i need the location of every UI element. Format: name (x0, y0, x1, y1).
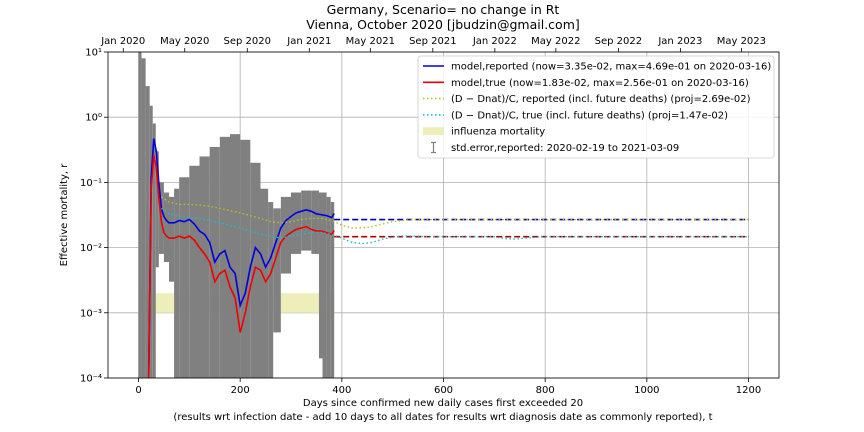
top-tick-label: May 2020 (160, 36, 209, 47)
error-bar (318, 192, 323, 359)
legend-entry: (D − Dnat)/C, reported (incl. future dea… (451, 94, 751, 105)
series-line (147, 138, 335, 378)
plot-area: 0 200 400 600 800 1000 1200 Jan 2020 May 2020 Sep… (80, 36, 780, 396)
chart-title: Germany, Scenario= no change in Rt (327, 2, 560, 17)
x-tick-label: 1000 (634, 385, 659, 396)
top-tick-label: Jan 2022 (472, 36, 517, 47)
error-bar (311, 190, 319, 254)
legend-entry: (D − Dnat)/C, true (incl. future deaths)… (451, 110, 728, 121)
error-bar (163, 192, 169, 263)
x-tick-label: 400 (332, 385, 351, 396)
error-bar (250, 162, 261, 378)
chart-subtitle: Vienna, October 2020 [jbudzin@gmail.com] (306, 17, 580, 32)
series-line (160, 207, 749, 245)
top-tick-label: Jan 2021 (286, 36, 331, 47)
top-tick-label: May 2023 (717, 36, 766, 47)
error-bar (240, 139, 251, 378)
error-bar (230, 134, 241, 378)
error-bar (219, 136, 230, 378)
x-tick-label: 1200 (736, 385, 761, 396)
top-tick-label: Sep 2021 (409, 36, 456, 47)
y-tick-label: 10⁰ (85, 113, 102, 124)
y-tick-label: 10⁻² (80, 243, 102, 254)
error-bar (145, 86, 150, 378)
x-tick-label: 200 (231, 385, 250, 396)
top-tick-label: Sep 2022 (595, 36, 642, 47)
legend-swatch (423, 127, 444, 136)
x-axis-label: Days since confirmed new daily cases fir… (303, 398, 583, 409)
error-bar (141, 58, 146, 378)
error-bar (291, 192, 302, 254)
error-bar (260, 188, 269, 378)
error-bar (326, 196, 331, 378)
y-tick-label: 10⁻³ (80, 308, 102, 319)
top-tick-label: Jan 2020 (100, 36, 145, 47)
error-bar (169, 196, 175, 282)
x-tick-label: 800 (536, 385, 555, 396)
plot-content (138, 52, 749, 378)
error-bar (199, 156, 210, 378)
y-tick-label: 10⁻¹ (80, 178, 102, 189)
legend-entry: model,true (now=1.83e-02, max=2.56e-01 o… (451, 78, 749, 89)
error-bar (174, 188, 180, 378)
legend-entry: std.error,reported: 2020-02-19 to 2021-0… (451, 143, 679, 154)
top-tick-label: May 2021 (346, 36, 395, 47)
error-bar (155, 151, 159, 268)
error-bar (330, 202, 335, 378)
error-bar (273, 208, 281, 333)
top-tick-label: May 2022 (531, 36, 580, 47)
x-axis-label-note: (results wrt infection date - add 10 day… (173, 412, 712, 423)
error-bar (268, 202, 274, 378)
top-tick-label: Sep 2020 (224, 36, 271, 47)
top-tick-label: Jan 2023 (657, 36, 702, 47)
y-tick-label: 10⁻⁴ (80, 374, 102, 385)
error-bar (322, 192, 327, 378)
legend-entry: influenza mortality (451, 127, 545, 138)
legend-entry: model,reported (now=3.35e-02, max=4.69e-… (451, 62, 771, 73)
error-bar (189, 165, 200, 378)
y-axis-label: Effective mortality, r (59, 163, 70, 267)
legend: model,reported (now=3.35e-02, max=4.69e-… (417, 55, 775, 159)
error-bar (179, 177, 190, 378)
y-tick-label: 10¹ (85, 48, 102, 59)
x-tick-label: 600 (434, 385, 453, 396)
legend-box (417, 55, 775, 159)
error-bar (301, 190, 312, 251)
x-tick-label: 0 (135, 385, 141, 396)
error-bar (152, 123, 156, 378)
error-bar (138, 52, 142, 378)
series-line (147, 155, 335, 378)
